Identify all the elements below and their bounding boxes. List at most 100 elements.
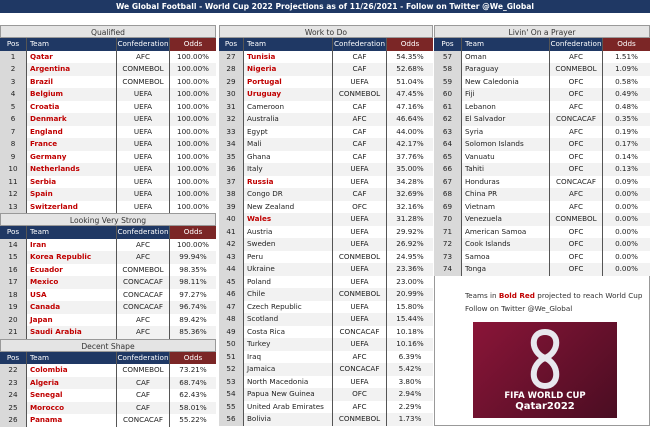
table-row: 7 England UEFA 100.00%: [0, 125, 216, 138]
cell-confederation: CAF: [117, 389, 170, 402]
cell-odds: 85.36%: [179, 327, 207, 336]
cell-pos: 17: [0, 276, 27, 289]
note-line-2: Follow on Twitter @We_Global: [465, 304, 573, 313]
cell-pos: 67: [434, 175, 462, 188]
column-header-conf: Confederation: [117, 38, 170, 51]
cell-confederation: CONMEBOL: [550, 63, 603, 76]
cell-pos: 28: [219, 63, 244, 76]
cell-pos: 71: [434, 225, 462, 238]
cell-confederation: AFC: [550, 200, 603, 213]
cell-odds: 100.00%: [177, 89, 209, 98]
column-header-team: Team: [27, 38, 117, 51]
table-row: 16 Ecuador CONMEBOL 98.35%: [0, 263, 216, 276]
section-title: Work to Do: [219, 25, 433, 38]
cell-odds: 100.00%: [177, 164, 209, 173]
cell-confederation: UEFA: [333, 300, 387, 313]
cell-team: United Arab Emirates: [244, 400, 333, 413]
cell-team: Brazil: [27, 75, 117, 88]
cell-odds: 35.00%: [396, 164, 424, 173]
cell-odds: 47.45%: [396, 89, 424, 98]
cell-team: Wales: [244, 213, 333, 226]
cell-team: Iran: [27, 238, 117, 251]
cell-confederation: CAF: [333, 138, 387, 151]
cell-odds: 20.99%: [396, 289, 424, 298]
cell-pos: 12: [0, 188, 27, 201]
table-row: 40 Wales UEFA 31.28%: [219, 213, 433, 226]
cell-odds: 42.17%: [396, 139, 424, 148]
cell-pos: 65: [434, 150, 462, 163]
cell-team: Morocco: [27, 401, 117, 414]
cell-pos: 54: [219, 388, 244, 401]
column-header-pos: Pos: [219, 38, 244, 51]
cell-odds: 1.73%: [398, 414, 422, 423]
cell-team: Portugal: [244, 75, 333, 88]
cell-team: Papua New Guinea: [244, 388, 333, 401]
cell-confederation: UEFA: [333, 338, 387, 351]
table-row: 39 New Zealand OFC 32.16%: [219, 200, 433, 213]
cell-confederation: UEFA: [117, 163, 170, 176]
cell-team: England: [27, 125, 117, 138]
cell-odds: 68.74%: [179, 377, 207, 387]
table-row: 64 Solomon Islands OFC 0.17%: [434, 138, 650, 151]
cell-pos: 42: [219, 238, 244, 251]
table-row: 57 Oman AFC 1.51%: [434, 50, 650, 63]
table-row: 68 China PR AFC 0.00%: [434, 188, 650, 201]
table-row: 61 Lebanon AFC 0.48%: [434, 100, 650, 113]
cell-confederation: AFC: [117, 251, 170, 264]
cell-pos: 30: [219, 88, 244, 101]
table-row: 62 El Salvador CONCACAF 0.35%: [434, 113, 650, 126]
table-row: 67 Honduras CONCACAF 0.09%: [434, 175, 650, 188]
cell-pos: 4: [0, 88, 27, 101]
table-row: 48 Scotland UEFA 15.44%: [219, 313, 433, 326]
table-row: 46 Chile CONMEBOL 20.99%: [219, 288, 433, 301]
table-row: 23 Algeria CAF 68.74%: [0, 376, 216, 389]
table-row: 22 Colombia CONMEBOL 73.21%: [0, 364, 216, 377]
cell-confederation: AFC: [550, 50, 603, 63]
table-row: 5 Croatia UEFA 100.00%: [0, 100, 216, 113]
cell-odds: 0.49%: [615, 89, 638, 98]
cell-pos: 27: [219, 50, 244, 63]
table-row: 27 Tunisia CAF 54.35%: [219, 50, 433, 63]
cell-odds: 10.18%: [396, 326, 424, 336]
cell-team: Poland: [244, 275, 333, 288]
table-row: 70 Venezuela CONMEBOL 0.00%: [434, 213, 650, 226]
cell-pos: 44: [219, 263, 244, 276]
cell-odds: 31.28%: [396, 214, 424, 223]
table-row: 15 Korea Republic AFC 99.94%: [0, 251, 216, 264]
cell-pos: 39: [219, 200, 244, 213]
cell-pos: 59: [434, 75, 462, 88]
cell-team: Korea Republic: [27, 251, 117, 264]
cell-team: Czech Republic: [244, 300, 333, 313]
cell-odds: 10.16%: [396, 339, 424, 348]
table-row: 20 Japan AFC 89.42%: [0, 313, 216, 326]
cell-confederation: CAF: [333, 100, 387, 113]
cell-pos: 3: [0, 75, 27, 88]
cell-confederation: CONMEBOL: [117, 75, 170, 88]
cell-team: Belgium: [27, 88, 117, 101]
cell-pos: 58: [434, 63, 462, 76]
cell-confederation: AFC: [333, 400, 387, 413]
column-header-row: Pos Team Confederation Odds: [0, 351, 216, 364]
cell-pos: 21: [0, 326, 27, 339]
cell-confederation: CONMEBOL: [117, 263, 170, 276]
cell-pos: 9: [0, 150, 27, 163]
cell-odds: 26.92%: [396, 239, 424, 248]
cell-confederation: UEFA: [117, 150, 170, 163]
table-row: 21 Saudi Arabia AFC 85.36%: [0, 326, 216, 339]
cell-odds: 32.69%: [396, 189, 424, 198]
cell-pos: 72: [434, 238, 462, 251]
cell-odds: 73.21%: [179, 365, 207, 374]
cell-odds: 100.00%: [177, 151, 209, 161]
panel-middle: Work to Do Pos Team Confederation Odds 27 Tuni…: [219, 25, 433, 426]
cell-pos: 13: [0, 200, 27, 213]
column-header-conf: Confederation: [117, 226, 170, 239]
cell-team: Senegal: [27, 389, 117, 402]
table-row: 74 Tonga OFC 0.00%: [434, 263, 650, 276]
cell-odds: 0.58%: [615, 76, 638, 86]
cell-confederation: CAF: [333, 150, 387, 163]
table-row: 53 North Macedonia UEFA 3.80%: [219, 375, 433, 388]
cell-pos: 7: [0, 125, 27, 138]
cell-odds: 100.00%: [177, 51, 209, 61]
table-row: 29 Portugal UEFA 51.04%: [219, 75, 433, 88]
cell-confederation: UEFA: [333, 263, 387, 276]
